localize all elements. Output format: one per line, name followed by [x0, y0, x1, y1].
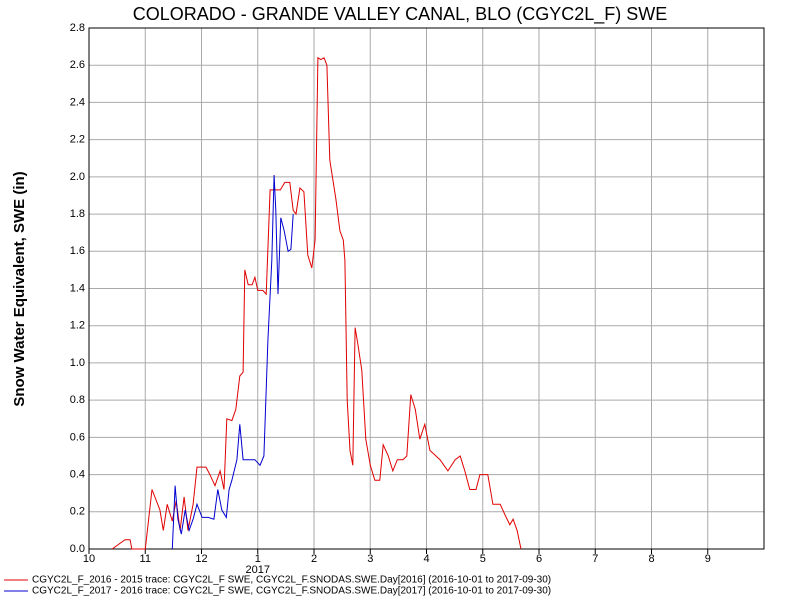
- x-tick-label: 8: [648, 553, 654, 565]
- series-line: [171, 174, 294, 550]
- chart-title: COLORADO - GRANDE VALLEY CANAL, BLO (CGY…: [133, 4, 667, 25]
- x-tick-label: 10: [83, 553, 95, 565]
- x-tick-label: 3: [367, 553, 373, 565]
- y-tick-label: 2.0: [70, 171, 85, 183]
- annotation: 2017: [246, 564, 270, 576]
- y-tick-label: 0.2: [70, 506, 85, 518]
- series-line: [111, 56, 522, 550]
- y-tick-label: 1.0: [70, 357, 85, 369]
- x-tick-label: 5: [480, 553, 486, 565]
- y-tick-label: 1.4: [70, 282, 85, 294]
- y-tick-label: 2.6: [70, 59, 85, 71]
- y-tick-label: 0.4: [70, 468, 85, 480]
- y-axis-label: Snow Water Equivalent, SWE (in): [11, 171, 28, 406]
- y-tick-label: 1.8: [70, 208, 85, 220]
- plot-frame: [88, 27, 765, 550]
- x-tick-label: 1: [255, 553, 261, 565]
- x-tick-label: 4: [423, 553, 429, 565]
- x-tick-label: 7: [592, 553, 598, 565]
- x-tick-label: 6: [536, 553, 542, 565]
- x-tick-label: 2: [311, 553, 317, 565]
- y-tick-label: 1.6: [70, 245, 85, 257]
- y-tick-label: 2.2: [70, 134, 85, 146]
- y-tick-label: 0.8: [70, 394, 85, 406]
- x-tick-label: 12: [195, 553, 207, 565]
- x-tick-label: 9: [705, 553, 711, 565]
- y-tick-label: 1.2: [70, 320, 85, 332]
- x-tick-label: 11: [140, 553, 151, 565]
- y-tick-label: 0.6: [70, 431, 85, 443]
- y-tick-label: 0.0: [70, 543, 85, 555]
- y-tick-label: 2.8: [70, 22, 85, 34]
- y-tick-label: 2.4: [70, 96, 85, 108]
- legend-label: CGYC2L_F_2017 - 2016 trace: CGYC2L_F SWE…: [32, 586, 551, 597]
- legend-label: CGYC2L_F_2016 - 2015 trace: CGYC2L_F SWE…: [32, 575, 551, 586]
